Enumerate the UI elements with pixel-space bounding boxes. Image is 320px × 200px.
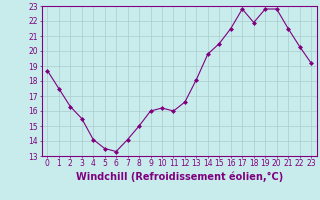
X-axis label: Windchill (Refroidissement éolien,°C): Windchill (Refroidissement éolien,°C) [76, 171, 283, 182]
